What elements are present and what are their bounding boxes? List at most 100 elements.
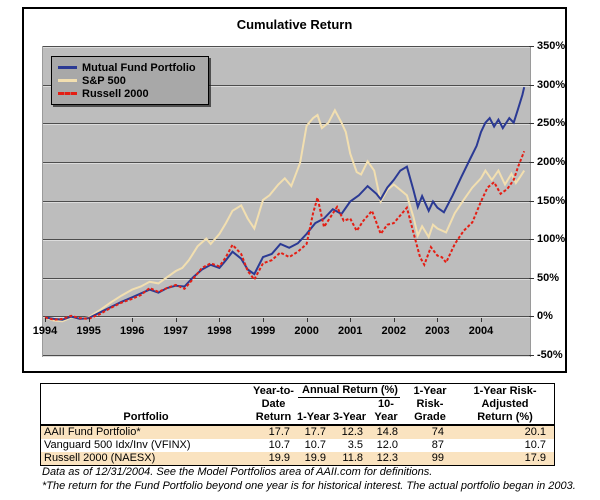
gridline-50 (43, 277, 530, 280)
cell-risk_adj: 10.7 (524, 439, 546, 451)
cell-y1: 17.7 (304, 426, 326, 438)
cell-portfolio-name: AAII Fund Portfolio* (44, 426, 141, 438)
x-axis-label: 2001 (337, 325, 363, 338)
cell-y10: 12.3 (376, 452, 398, 464)
legend-label: S&P 500 (82, 74, 126, 87)
gridline-150 (43, 200, 530, 203)
cell-risk_grade: 87 (431, 439, 444, 451)
x-axis-label: 1998 (207, 325, 232, 338)
legend-label: Russell 2000 (82, 87, 149, 100)
x-axis-label: 1999 (250, 325, 276, 338)
x-axis-tick (45, 318, 46, 323)
y-axis-tick (529, 239, 534, 241)
x-axis-label: 1997 (163, 325, 189, 338)
y-axis-label: 250% (537, 117, 566, 130)
legend-line-swatch (58, 92, 77, 95)
gridline-200 (43, 161, 530, 164)
y-axis-tick (529, 123, 534, 125)
legend-line-swatch (58, 79, 77, 82)
y-axis-tick (529, 84, 534, 86)
gridline--50 (43, 355, 530, 357)
cell-ytd: 10.7 (268, 439, 290, 451)
x-axis-tick (219, 318, 221, 323)
x-axis-tick (437, 318, 439, 323)
x-axis-tick (350, 318, 352, 323)
cell-risk_adj: 20.1 (524, 426, 546, 438)
header-1-year: 1-Year (296, 411, 331, 423)
header-annual-return-span: Annual Return (%) (302, 384, 398, 396)
x-axis-tick (175, 318, 177, 323)
y-axis-label: 350% (537, 40, 566, 52)
table-body: AAII Fund Portfolio* 17.7 17.7 12.3 14.8 74 20… (41, 426, 554, 465)
series-line-s-p-500 (44, 108, 526, 323)
header-ytd-return: Year-to- Date Return (253, 385, 294, 423)
cell-y3: 3.5 (347, 439, 363, 451)
cell-ytd: 19.9 (268, 452, 290, 464)
gridline-100 (43, 239, 530, 242)
table-row: AAII Fund Portfolio* 17.7 17.7 12.3 14.8 74 20… (41, 426, 554, 439)
series-line-mutual-fund-portfolio (44, 86, 526, 321)
gridline-250 (43, 123, 530, 126)
legend-item-mutual-fund-portfolio: Mutual Fund Portfolio (58, 61, 202, 74)
header-portfolio: Portfolio (123, 411, 169, 423)
x-axis-label: 1996 (119, 325, 145, 338)
x-axis-tick (132, 318, 134, 323)
x-axis-label: 1994 (32, 325, 58, 338)
x-axis-label: 2000 (294, 325, 319, 338)
cell-risk_grade: 99 (431, 452, 444, 464)
footnote-disclaimer: *The return for the Fund Portfolio beyon… (42, 480, 576, 492)
performance-table: Portfolio Year-to- Date Return Annual Return… (40, 383, 555, 466)
y-axis-tick (529, 277, 534, 279)
cell-risk_grade: 74 (431, 426, 444, 438)
y-axis-tick (529, 316, 534, 318)
cell-y1: 19.9 (304, 452, 326, 464)
chart-frame: Cumulative Return Mutual Fund Portfolio S… (22, 7, 567, 373)
plot-area: Mutual Fund Portfolio S&P 500 Russell 2000… (33, 46, 531, 357)
legend-item-s-p-500: S&P 500 (58, 74, 202, 87)
chart-lines (44, 86, 526, 323)
x-axis-tick (306, 318, 308, 323)
y-axis-label: 0% (537, 310, 553, 323)
legend-line-swatch (58, 66, 77, 69)
header-risk-grade: 1-Year Risk- Grade (413, 385, 447, 423)
y-axis-tick (529, 161, 534, 163)
series-line-russell-2000 (44, 150, 526, 321)
y-axis-label: 150% (537, 194, 566, 207)
header-10-year: 10- Year (374, 398, 398, 423)
cell-y3: 11.8 (342, 452, 363, 464)
table-row: Vanguard 500 Idx/Inv (VFINX) 10.7 10.7 3.5 1… (41, 439, 554, 452)
y-axis-tick (529, 46, 534, 47)
chart-title: Cumulative Return (236, 17, 353, 32)
y-axis-tick (529, 200, 534, 202)
y-axis-label: 200% (537, 155, 566, 168)
y-axis-label: 50% (537, 271, 560, 284)
cell-y10: 14.8 (376, 426, 398, 438)
cell-risk_adj: 17.9 (524, 452, 546, 464)
y-axis-tick (529, 355, 534, 356)
x-axis-label: 2004 (468, 325, 494, 338)
header-risk-adjusted-return: 1-Year Risk- Adjusted Return (%) (473, 385, 537, 423)
y-axis-label: -50% (537, 349, 563, 361)
legend-label: Mutual Fund Portfolio (82, 61, 196, 74)
gridline-300 (43, 84, 530, 87)
x-axis-label: 2002 (381, 325, 407, 338)
x-axis-tick (88, 318, 90, 323)
table-row: Russell 2000 (NAESX) 19.9 19.9 11.8 12.3 99 17… (41, 452, 554, 465)
x-axis-tick (263, 318, 264, 323)
chart-legend: Mutual Fund Portfolio S&P 500 Russell 2000 (51, 56, 209, 105)
cell-ytd: 17.7 (268, 426, 290, 438)
x-axis-label: 2003 (425, 325, 450, 338)
cell-y10: 12.0 (376, 439, 398, 451)
x-axis-label: 1995 (76, 325, 101, 338)
legend-item-russell-2000: Russell 2000 (58, 87, 202, 100)
cell-portfolio-name: Vanguard 500 Idx/Inv (VFINX) (44, 439, 191, 451)
gridline-0 (43, 316, 530, 319)
cell-portfolio-name: Russell 2000 (NAESX) (44, 452, 156, 464)
footnote-data-asof: Data as of 12/31/2004. See the Model Por… (42, 466, 433, 478)
x-axis-tick (481, 318, 482, 323)
cell-y1: 10.7 (304, 439, 326, 451)
y-axis-label: 300% (537, 78, 566, 91)
header-3-year: 3-Year (332, 411, 367, 423)
annual-return-underline (298, 397, 400, 398)
